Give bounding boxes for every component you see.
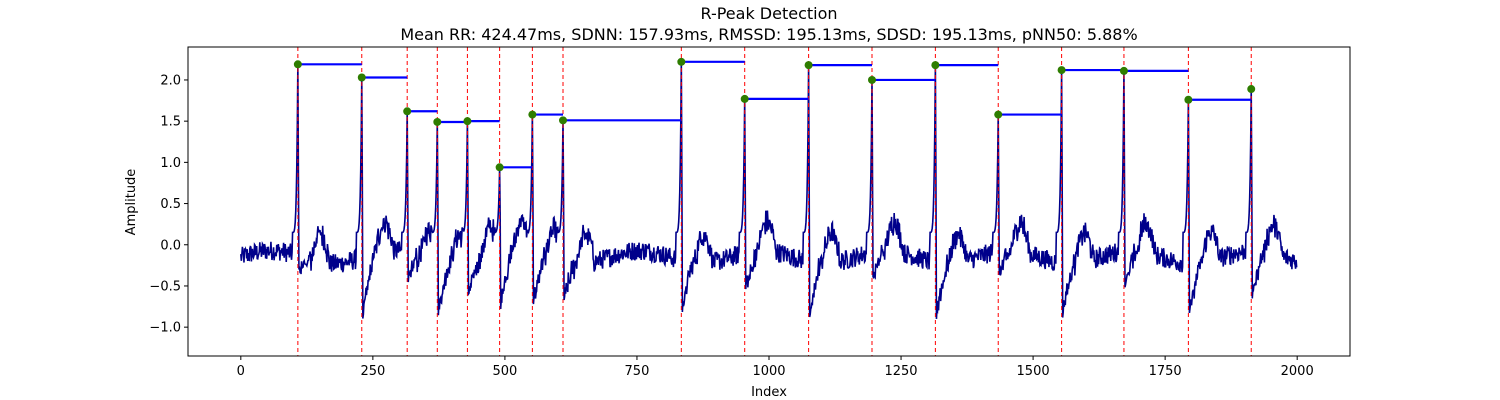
r-peak-point <box>994 110 1003 119</box>
r-peak-point <box>677 57 686 66</box>
x-tick-label: 1500 <box>1017 364 1050 379</box>
plot-area <box>240 47 1298 356</box>
r-peak-point <box>1057 66 1066 75</box>
r-peak-point <box>804 61 813 70</box>
r-peak-point <box>1184 95 1193 104</box>
x-tick-label: 2000 <box>1281 364 1314 379</box>
y-axis: −1.0 −0.5 0.0 0.5 1.0 1.5 2.0 <box>149 73 188 336</box>
x-tick-label: 0 <box>237 364 245 379</box>
y-tick-label: −0.5 <box>149 279 181 294</box>
y-tick-label: 2.0 <box>160 73 181 88</box>
x-tick-label: 1750 <box>1149 364 1182 379</box>
r-peak-point <box>528 110 537 119</box>
chart-title: R-Peak Detection <box>700 4 837 23</box>
y-tick-label: 0.5 <box>160 197 181 212</box>
r-peak-point <box>931 61 940 70</box>
x-tick-label: 1250 <box>884 364 917 379</box>
x-tick-label: 750 <box>625 364 650 379</box>
r-peak-point <box>1119 66 1128 75</box>
r-peak-point <box>495 163 504 172</box>
y-axis-label: Amplitude <box>124 169 139 236</box>
r-peak-point <box>559 116 568 125</box>
x-tick-label: 250 <box>360 364 385 379</box>
x-tick-label: 1000 <box>752 364 785 379</box>
r-peak-point <box>403 107 412 116</box>
ecg-signal-line <box>240 61 1298 319</box>
x-axis: 0 250 500 750 1000 1250 1500 1750 2000 <box>237 356 1314 379</box>
r-peak-point <box>740 94 749 103</box>
r-peak-point <box>433 117 442 126</box>
r-peak-point <box>867 75 876 84</box>
x-axis-label: Index <box>751 385 787 400</box>
r-peak-point <box>357 73 366 82</box>
y-tick-label: 1.5 <box>160 115 181 130</box>
y-tick-label: −1.0 <box>149 321 181 336</box>
chart-subtitle: Mean RR: 424.47ms, SDNN: 157.93ms, RMSSD… <box>400 25 1137 44</box>
r-peak-point <box>463 117 472 126</box>
x-tick-label: 500 <box>492 364 517 379</box>
y-tick-label: 1.0 <box>160 156 181 171</box>
r-peak-point <box>293 60 302 69</box>
r-peak-point <box>1247 85 1256 94</box>
y-tick-label: 0.0 <box>160 238 181 253</box>
